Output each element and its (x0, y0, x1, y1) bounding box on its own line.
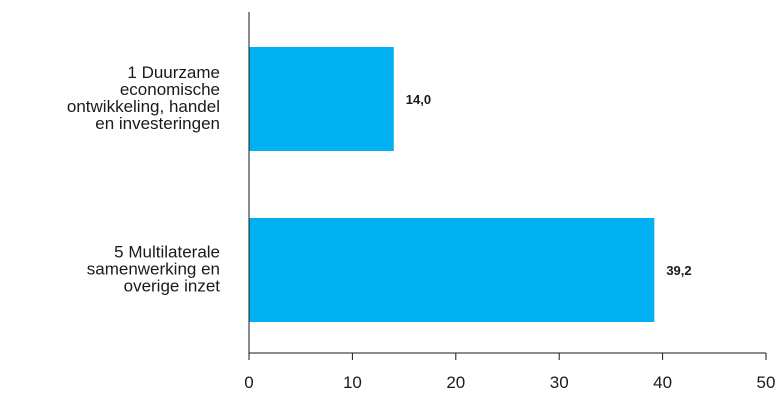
value-label-0: 14,0 (406, 92, 431, 107)
x-tick-label-30: 30 (550, 373, 569, 392)
x-tick-label-10: 10 (343, 373, 362, 392)
category-label-1: 5 Multilaterale samenwerking en overige in… (87, 243, 221, 296)
value-label-1: 39,2 (666, 263, 691, 278)
labels-layer: 14,0 1 Duurzame economische ontwikkeling, h… (67, 63, 692, 296)
axis-layer: 0 10 20 30 40 50 (244, 12, 775, 392)
bars-layer (249, 47, 655, 322)
bar-0 (249, 47, 394, 151)
bar-1 (249, 218, 655, 322)
x-tick-label-40: 40 (653, 373, 672, 392)
x-tick-label-50: 50 (757, 373, 776, 392)
x-tick-label-20: 20 (446, 373, 465, 392)
category-label-0: 1 Duurzame economische ontwikkeling, hande… (67, 63, 220, 133)
x-tick-label-0: 0 (244, 373, 253, 392)
